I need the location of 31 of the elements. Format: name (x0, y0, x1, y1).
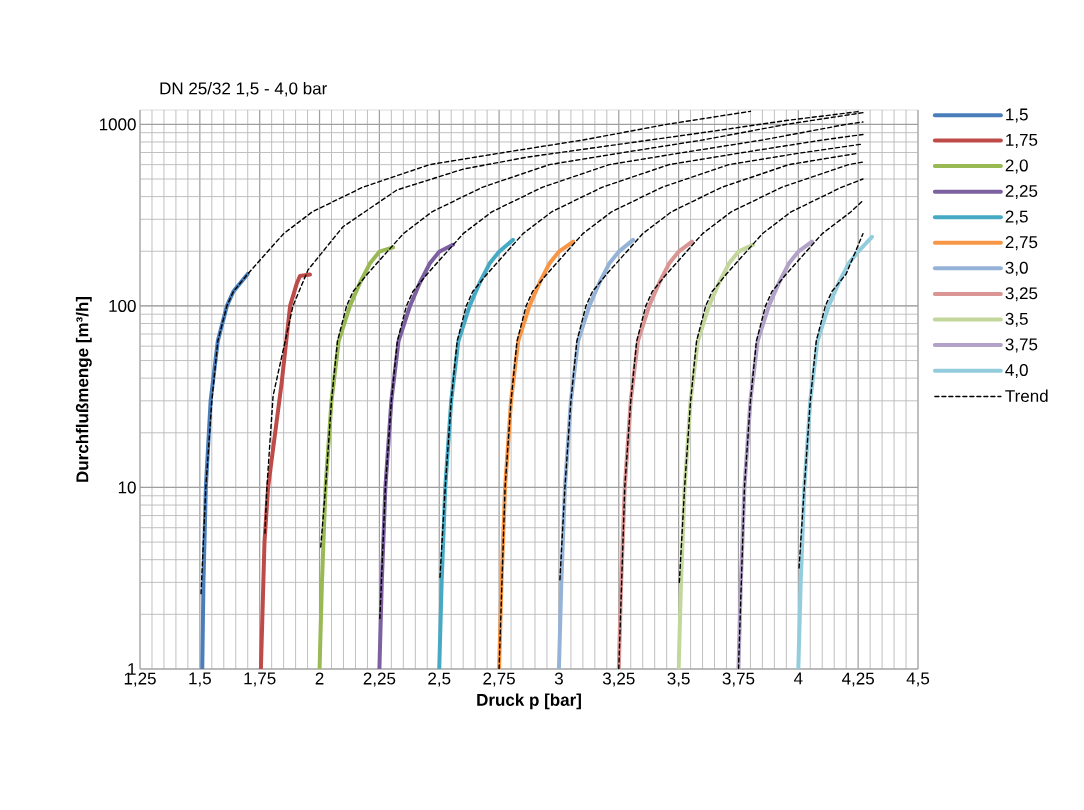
chart-title: DN 25/32 1,5 - 4,0 bar (160, 81, 327, 97)
y-tick-label: 10 (118, 481, 136, 494)
x-tick-label: 4,25 (842, 672, 874, 687)
x-tick-label: 2 (315, 672, 324, 685)
x-tick-label: 2,25 (363, 672, 396, 687)
x-axis-title: Druck p [bar] (477, 693, 581, 710)
legend-label: 4,0 (1005, 363, 1028, 379)
x-tick-label: 3,25 (602, 672, 635, 687)
legend-label: Trend (1005, 389, 1048, 403)
legend-label: 3,5 (1005, 312, 1028, 327)
legend-label: 1,5 (1006, 108, 1028, 123)
legend-label: 2,5 (1005, 210, 1028, 225)
legend-label: 3,0 (1005, 261, 1028, 276)
legend-label: 3,75 (1005, 338, 1038, 353)
x-tick-label: 3,5 (667, 672, 690, 687)
x-tick-label: 4 (793, 672, 803, 685)
y-tick-label: 1000 (99, 118, 136, 131)
x-tick-label: 3,75 (722, 672, 755, 687)
legend-label: 3,25 (1005, 287, 1038, 302)
legend-label: 2,0 (1005, 159, 1028, 174)
x-tick-label: 2,5 (428, 672, 451, 687)
legend-label: 2,25 (1005, 184, 1038, 200)
x-tick-label: 4,5 (906, 672, 930, 687)
x-tick-label: 1,75 (244, 672, 276, 687)
legend-label: 2,75 (1005, 236, 1038, 251)
legend-label: 1,75 (1006, 134, 1038, 148)
x-tick-label: 1,5 (189, 672, 211, 687)
y-tick-label: 100 (109, 299, 136, 312)
y-axis-title: Durchflußmenge [m³/h] (75, 296, 92, 482)
x-tick-label: 3 (554, 672, 563, 685)
x-tick-label: 2,75 (483, 672, 515, 687)
